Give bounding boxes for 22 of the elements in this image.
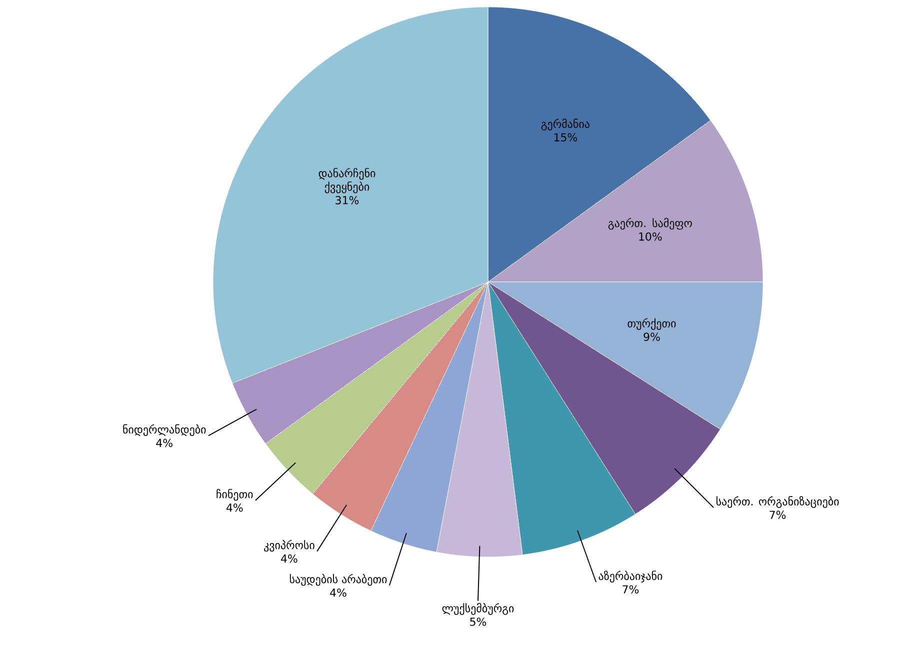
slice-label: ნიდერლანდები bbox=[123, 424, 206, 436]
slice-label: საუდების არაბეთი bbox=[290, 574, 387, 586]
slice-label: ჩინეთი bbox=[216, 488, 253, 501]
data-label: 4% bbox=[330, 588, 346, 597]
data-label: 4% bbox=[281, 554, 298, 563]
slice-label: აზერბაიჯანი bbox=[598, 570, 662, 582]
slice-label: საერთ. ორგანიზაციები bbox=[716, 496, 839, 508]
data-label: 10% bbox=[639, 232, 662, 241]
data-label: 7% bbox=[622, 585, 639, 594]
slice-label: კვიპროსი bbox=[264, 540, 314, 552]
data-label: 15% bbox=[554, 133, 578, 142]
slice-label: ლუქსემბურგი bbox=[442, 603, 514, 615]
data-label: 7% bbox=[770, 510, 786, 519]
data-label: 4% bbox=[156, 438, 172, 448]
data-label: 9% bbox=[644, 332, 660, 341]
slice-label: თურქეთი bbox=[628, 318, 676, 330]
data-label: 31% bbox=[336, 196, 359, 204]
slice-label: დანარჩენი ქვეყნები bbox=[318, 168, 376, 194]
data-label: 4% bbox=[226, 503, 243, 512]
slice-label: გაერთ. სამეფო bbox=[608, 218, 692, 230]
data-label: 5% bbox=[470, 618, 486, 626]
slice-label: გერმანია bbox=[541, 118, 590, 130]
